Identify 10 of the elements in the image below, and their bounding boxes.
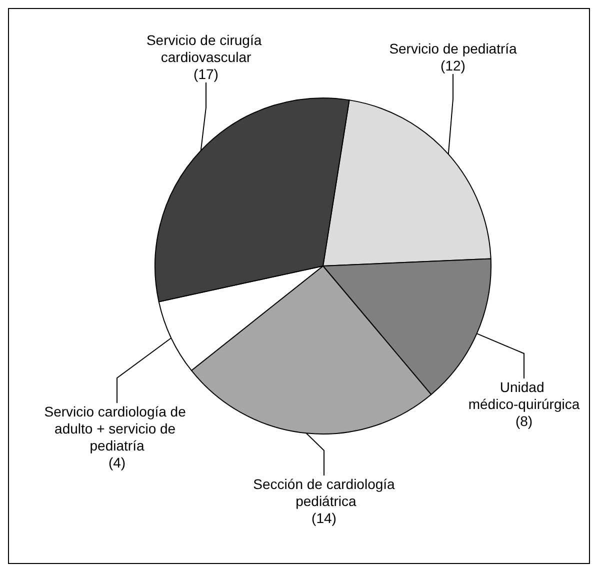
data-label: (14) — [312, 510, 336, 526]
slice-label: Unidad médico-quirúrgica — [468, 379, 580, 412]
data-label: (12) — [440, 58, 466, 74]
slice-label: Sección de cardiología pediátrica — [253, 476, 396, 509]
slice-label: Servicio cardiología de adulto + servicio de pediatría — [44, 404, 190, 454]
data-label: (8) — [515, 413, 533, 429]
data-label: (17) — [194, 66, 218, 82]
slice-label: Servicio de cirugía cardiovascular — [146, 32, 266, 65]
data-label: (4) — [108, 454, 126, 470]
slice-label: Servicio de pediatría — [389, 40, 518, 56]
